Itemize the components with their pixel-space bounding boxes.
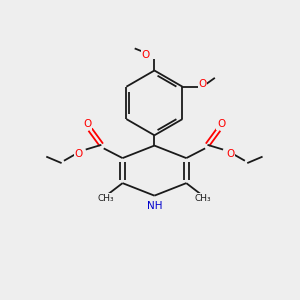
Text: O: O: [217, 119, 225, 129]
Text: CH₃: CH₃: [195, 194, 212, 203]
Text: O: O: [198, 79, 207, 89]
Text: NH: NH: [147, 201, 162, 211]
Text: CH₃: CH₃: [98, 194, 114, 203]
Text: O: O: [84, 119, 92, 129]
Text: O: O: [226, 149, 234, 159]
Text: O: O: [142, 50, 150, 60]
Text: O: O: [74, 149, 83, 159]
